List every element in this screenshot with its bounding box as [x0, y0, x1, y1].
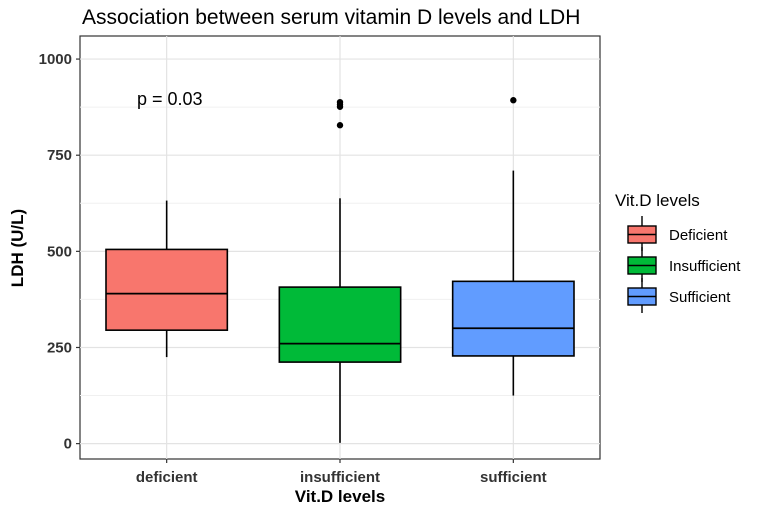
legend-item-sufficient: Sufficient	[627, 278, 731, 313]
x-tick-label: deficient	[136, 469, 198, 486]
y-axis-ticks: 0 250 500 750 1000	[39, 51, 80, 453]
y-tick-label: 500	[47, 243, 72, 260]
outlier-point	[336, 98, 344, 106]
p-value-annotation: p = 0.03	[137, 89, 203, 109]
y-tick-label: 750	[47, 147, 72, 164]
box-deficient	[105, 200, 229, 358]
boxes-layer	[105, 97, 575, 443]
legend-title: Vit.D levels	[615, 191, 700, 210]
chart-title: Association between serum vitamin D leve…	[82, 6, 580, 29]
x-axis-label: Vit.D levels	[295, 487, 385, 506]
box-insufficient	[278, 98, 402, 443]
legend-item-insufficient: Insufficient	[627, 247, 741, 282]
y-tick-label: 0	[64, 436, 72, 453]
box-body	[105, 248, 229, 331]
legend-item-deficient: Deficient	[627, 216, 728, 251]
box-body	[451, 280, 575, 357]
legend-label: Sufficient	[669, 289, 731, 306]
box-body	[278, 286, 402, 363]
x-tick-label: insufficient	[300, 469, 380, 486]
y-tick-label: 250	[47, 339, 72, 356]
x-axis-ticks: deficient insufficient sufficient	[136, 459, 547, 486]
y-tick-label: 1000	[39, 51, 72, 68]
legend-label: Insufficient	[669, 258, 741, 275]
outlier-point	[510, 97, 517, 104]
x-tick-label: sufficient	[480, 469, 547, 486]
outlier-point	[336, 122, 344, 129]
legend: Vit.D levels Deficient Insufficient Suffic…	[615, 191, 741, 313]
y-axis-label: LDH (U/L)	[8, 209, 27, 287]
legend-label: Deficient	[669, 227, 728, 244]
box-sufficient	[451, 97, 575, 396]
